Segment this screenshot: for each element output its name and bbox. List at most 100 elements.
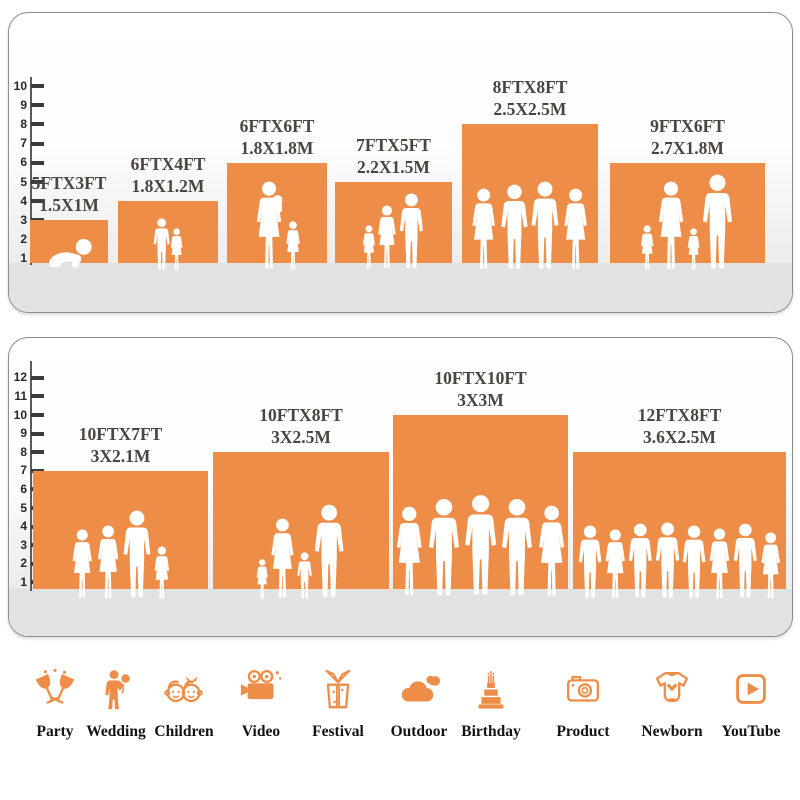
backdrop-size-ft: 10FTX8FT: [259, 405, 343, 426]
backdrop-size-m: 3X2.1M: [90, 445, 151, 466]
person-silhouette-woman: [467, 188, 500, 271]
person-silhouette-girl: [151, 546, 173, 600]
category-item-children: Children: [138, 666, 230, 741]
category-item-newborn: Newborn: [626, 666, 718, 741]
backdrop-size-label: 5FTX3FT 1.5X1M: [0, 172, 159, 216]
backdrop-size-m: 2.2X1.5M: [357, 157, 430, 177]
newborn-icon: [649, 666, 695, 712]
person-silhouette-man: [396, 193, 427, 270]
category-label: Outdoor: [390, 723, 448, 740]
axis-tick-label: 3: [20, 212, 27, 227]
axis-tick-label: 1: [20, 251, 27, 266]
category-item-wedding: Wedding: [70, 666, 162, 741]
backdrop-size-ft: 9FTX6FT: [650, 115, 725, 136]
category-item-youtube: YouTube: [705, 666, 797, 741]
person-silhouette-baby: [43, 237, 96, 271]
person-silhouette-girl: [168, 228, 185, 271]
person-silhouette-woman: [559, 188, 592, 271]
axis-tick-label: 5: [20, 174, 27, 189]
category-item-party: Party: [9, 666, 101, 741]
y-axis-line: [30, 77, 32, 265]
category-label: YouTube: [721, 723, 781, 740]
axis-tick-mark: [31, 394, 44, 399]
axis-tick-label: 10: [13, 407, 27, 422]
category-item-festival: Festival: [292, 666, 384, 741]
backdrop-block: [33, 470, 208, 589]
backdrop-size-label: 8FTX8FT 2.5X2.5M: [440, 76, 620, 120]
axis-tick-mark: [31, 413, 44, 417]
product-icon: [560, 666, 606, 712]
axis-tick-label: 9: [20, 97, 27, 112]
axis-tick-label: 7: [20, 136, 27, 151]
backdrop-size-m: 3X3M: [457, 390, 504, 410]
birthday-icon: [468, 666, 514, 712]
person-silhouette-man: [310, 504, 348, 600]
axis-tick-label: 3: [20, 537, 27, 552]
backdrop-size-m: 3.6X2.5M: [643, 427, 716, 448]
axis-tick-label: 10: [13, 78, 27, 93]
category-label: Video: [241, 723, 281, 740]
backdrop-size-ft: 6FTX4FT: [130, 154, 206, 175]
backdrop-size-label: 7FTX5FT 2.2X1.5M: [304, 134, 484, 178]
person-silhouette-woman: [757, 532, 784, 600]
backdrop-size-ft: 10FTX7FT: [78, 423, 163, 444]
axis-tick-label: 6: [20, 481, 27, 496]
figure-group: [213, 504, 389, 600]
category-label: Party: [36, 723, 74, 740]
backdrop-size-ft: 8FTX8FT: [492, 77, 568, 98]
axis-tick-label: 1: [20, 574, 27, 589]
backdrop-size-m: 3X2.5M: [271, 427, 331, 448]
axis-tick-label: 5: [20, 500, 27, 515]
backdrop-size-m: 2.7X1.8M: [651, 137, 724, 158]
category-item-product: Product: [537, 666, 629, 741]
person-silhouette-man: [698, 174, 737, 271]
backdrop-size-ft: 6FTX6FT: [239, 115, 315, 136]
person-silhouette-man: [497, 184, 532, 271]
figure-group: [30, 236, 108, 271]
axis-tick-label: 11: [14, 388, 27, 403]
backdrop-size-m: 1.8X1.8M: [240, 137, 314, 158]
backdrop-size-label: 10FTX10FT 3X3M: [391, 367, 571, 411]
category-item-outdoor: Outdoor: [373, 666, 465, 741]
backdrop-size-label: 6FTX4FT 1.8X1.2M: [78, 153, 258, 197]
category-label: Birthday: [461, 723, 521, 740]
figure-group: [335, 193, 452, 270]
backdrop-size-label: 12FTX8FT 3.6X2.5M: [590, 404, 770, 448]
figure-group: [118, 217, 218, 271]
video-icon: [238, 666, 284, 712]
y-axis-line: [30, 361, 32, 591]
category-label: Festival: [312, 723, 364, 740]
size-chart-panel-small: 1 2 3 4 5 6 7 8 9 10 5FTX3FT 1.5X1M 6FTX4FT 1.8X1.2M 6…: [8, 12, 793, 313]
backdrop-size-ft: 10FTX10FT: [434, 368, 527, 388]
backdrop-size-m: 1.8X1.2M: [131, 176, 205, 197]
backdrop-size-ft: 7FTX5FT: [356, 135, 431, 155]
person-silhouette-woman: [653, 181, 689, 271]
axis-tick-label: 7: [20, 463, 27, 478]
figure-group: [33, 510, 208, 600]
axis-tick-mark: [31, 103, 44, 108]
backdrop-size-label: 10FTX7FT 3X2.1M: [31, 423, 211, 467]
axis-tick-mark: [31, 431, 44, 436]
youtube-icon: [728, 666, 774, 712]
axis-tick-label: 8: [20, 444, 27, 459]
outdoor-icon: [396, 666, 442, 712]
axis-tick-label: 4: [20, 193, 27, 208]
person-silhouette-man: [497, 496, 537, 600]
children-icon: [161, 666, 207, 712]
backdrop-size-label: 6FTX6FT 1.8X1.8M: [187, 115, 367, 159]
person-silhouette-woman: [533, 503, 570, 600]
axis-tick-mark: [31, 84, 44, 88]
backdrop-size-label: 9FTX6FT 2.7X1.8M: [598, 115, 778, 159]
axis-tick-label: 6: [20, 155, 27, 170]
axis-tick-label: 2: [20, 232, 27, 247]
category-label: Product: [556, 723, 610, 740]
backdrop-block: [610, 162, 765, 263]
person-silhouette-man: [424, 496, 464, 600]
category-label: Wedding: [86, 723, 146, 740]
category-row: Party Wedding Children Video Festival Outdoor…: [0, 660, 800, 760]
person-silhouette-man: [460, 492, 501, 600]
axis-tick-label: 12: [13, 370, 27, 385]
axis-tick-label: 8: [20, 116, 27, 131]
backdrop-size-m: 1.5X1M: [39, 195, 99, 216]
